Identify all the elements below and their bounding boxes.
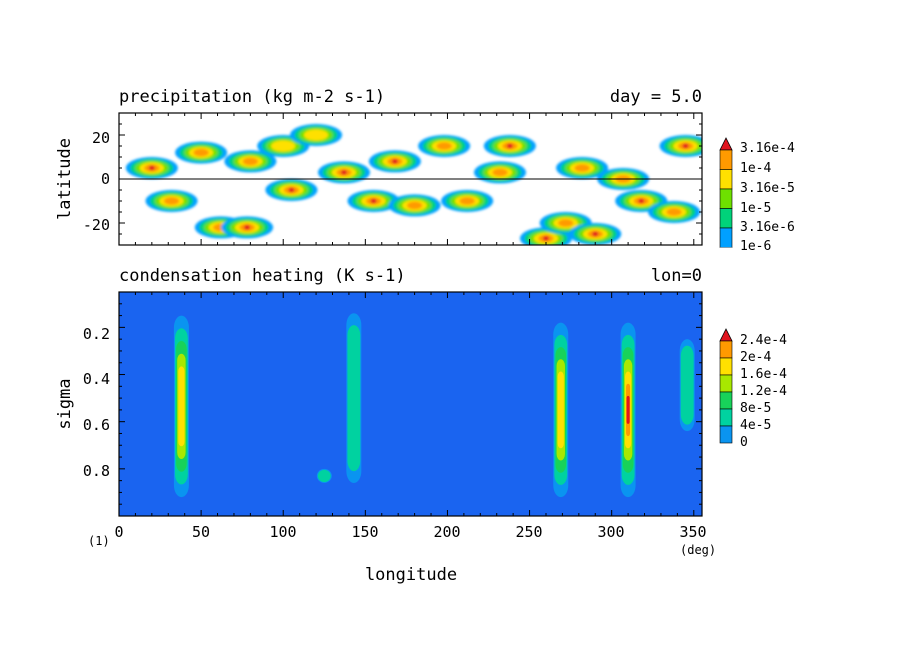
x-unit-label: (deg) xyxy=(680,543,716,557)
xtick-label: 100 xyxy=(269,523,296,541)
heating-column xyxy=(557,371,564,449)
bottom-heating-field xyxy=(173,313,695,498)
precip-cell xyxy=(558,219,574,227)
xtick-label: 300 xyxy=(597,523,624,541)
bottom-plot-area xyxy=(118,291,703,517)
precip-cell xyxy=(391,158,398,164)
top-ylabel: latitude xyxy=(55,138,75,220)
top-precip-field xyxy=(125,124,702,245)
colorbar-swatch xyxy=(719,408,733,427)
top-title-right: day = 5.0 xyxy=(610,87,702,107)
colorbar-swatch xyxy=(719,340,733,359)
xtick-label: 200 xyxy=(433,523,460,541)
colorbar-swatch xyxy=(719,391,733,410)
precip-cell xyxy=(163,197,180,205)
figure-number: (1) xyxy=(88,534,110,548)
precip-cell xyxy=(506,143,513,149)
xtick-label: 350 xyxy=(679,523,706,541)
colorbar-arrow xyxy=(719,137,733,151)
top-colorbar-label: 3.16e-4 xyxy=(740,141,795,156)
precip-cell xyxy=(148,165,155,171)
bottom-colorbar-label: 4e-5 xyxy=(740,418,771,433)
precip-cell xyxy=(242,157,258,166)
heating-column xyxy=(680,345,694,425)
colorbar-swatch xyxy=(719,208,733,229)
top-ytick-label: 20 xyxy=(92,129,110,147)
top-colorbar-label: 3.16e-5 xyxy=(740,181,795,196)
precip-cell xyxy=(638,198,645,204)
precip-cell xyxy=(303,129,329,141)
precip-cell xyxy=(271,140,296,152)
top-title: precipitation (kg m-2 s-1) xyxy=(119,87,385,107)
top-colorbar-label: 3.16e-6 xyxy=(740,220,795,235)
top-ticks xyxy=(118,112,702,246)
top-colorbar-label: 1e-6 xyxy=(740,239,771,254)
precip-cell xyxy=(459,197,475,205)
heating-column xyxy=(178,366,185,447)
xlabel: longitude xyxy=(365,565,457,585)
top-plot-area xyxy=(118,112,703,246)
colorbar-swatch xyxy=(719,357,733,376)
colorbar-swatch xyxy=(719,188,733,209)
precip-cell xyxy=(193,148,209,157)
precip-cell xyxy=(574,164,590,172)
bottom-colorbar-label: 0 xyxy=(740,435,748,450)
heating-column xyxy=(626,395,630,424)
precip-cell xyxy=(592,231,599,237)
colorbar-swatch xyxy=(719,425,733,444)
bottom-colorbar xyxy=(719,328,733,444)
bottom-ytick-label: 0.8 xyxy=(83,462,110,480)
bottom-ytick-label: 0.6 xyxy=(83,416,110,434)
top-ytick-label: 0 xyxy=(101,170,110,188)
bottom-colorbar-label: 1.6e-4 xyxy=(740,367,787,382)
precip-cell xyxy=(340,169,347,175)
colorbar-swatch xyxy=(719,169,733,190)
xtick-label: 50 xyxy=(192,523,210,541)
heating-column xyxy=(317,469,331,482)
top-ytick-label: -20 xyxy=(83,216,110,234)
colorbar-swatch xyxy=(719,374,733,393)
precip-cell xyxy=(492,168,508,177)
precip-cell xyxy=(436,142,452,150)
colorbar-swatch xyxy=(719,227,733,248)
bottom-plot-background xyxy=(119,292,702,516)
bottom-ticks xyxy=(118,292,702,516)
top-colorbar xyxy=(719,137,733,250)
colorbar-arrow xyxy=(719,328,733,342)
precip-cell xyxy=(407,201,423,210)
xtick-label: 150 xyxy=(351,523,378,541)
bottom-ylabel: sigma xyxy=(55,378,75,429)
bottom-plot-frame xyxy=(118,291,703,517)
xtick-label: 250 xyxy=(515,523,542,541)
precip-cell xyxy=(288,187,295,193)
bottom-title-right: lon=0 xyxy=(651,266,702,286)
bottom-ytick-label: 0.4 xyxy=(83,370,110,388)
heating-column xyxy=(347,325,361,472)
bottom-colorbar-label: 2.4e-4 xyxy=(740,333,787,348)
bottom-ytick-label: 0.2 xyxy=(83,325,110,343)
precip-cell xyxy=(542,235,549,241)
precip-cell xyxy=(244,224,251,230)
top-colorbar-label: 1e-5 xyxy=(740,201,771,216)
colorbar-swatch xyxy=(719,149,733,170)
precip-cell xyxy=(666,208,682,216)
top-colorbar-label: 1e-4 xyxy=(740,161,771,176)
bottom-colorbar-label: 1.2e-4 xyxy=(740,384,787,399)
precip-cell xyxy=(682,143,689,149)
bottom-colorbar-label: 2e-4 xyxy=(740,350,771,365)
precip-cell xyxy=(370,198,377,204)
xtick-label: 0 xyxy=(114,523,123,541)
bottom-colorbar-label: 8e-5 xyxy=(740,401,771,416)
bottom-title: condensation heating (K s-1) xyxy=(119,266,406,286)
